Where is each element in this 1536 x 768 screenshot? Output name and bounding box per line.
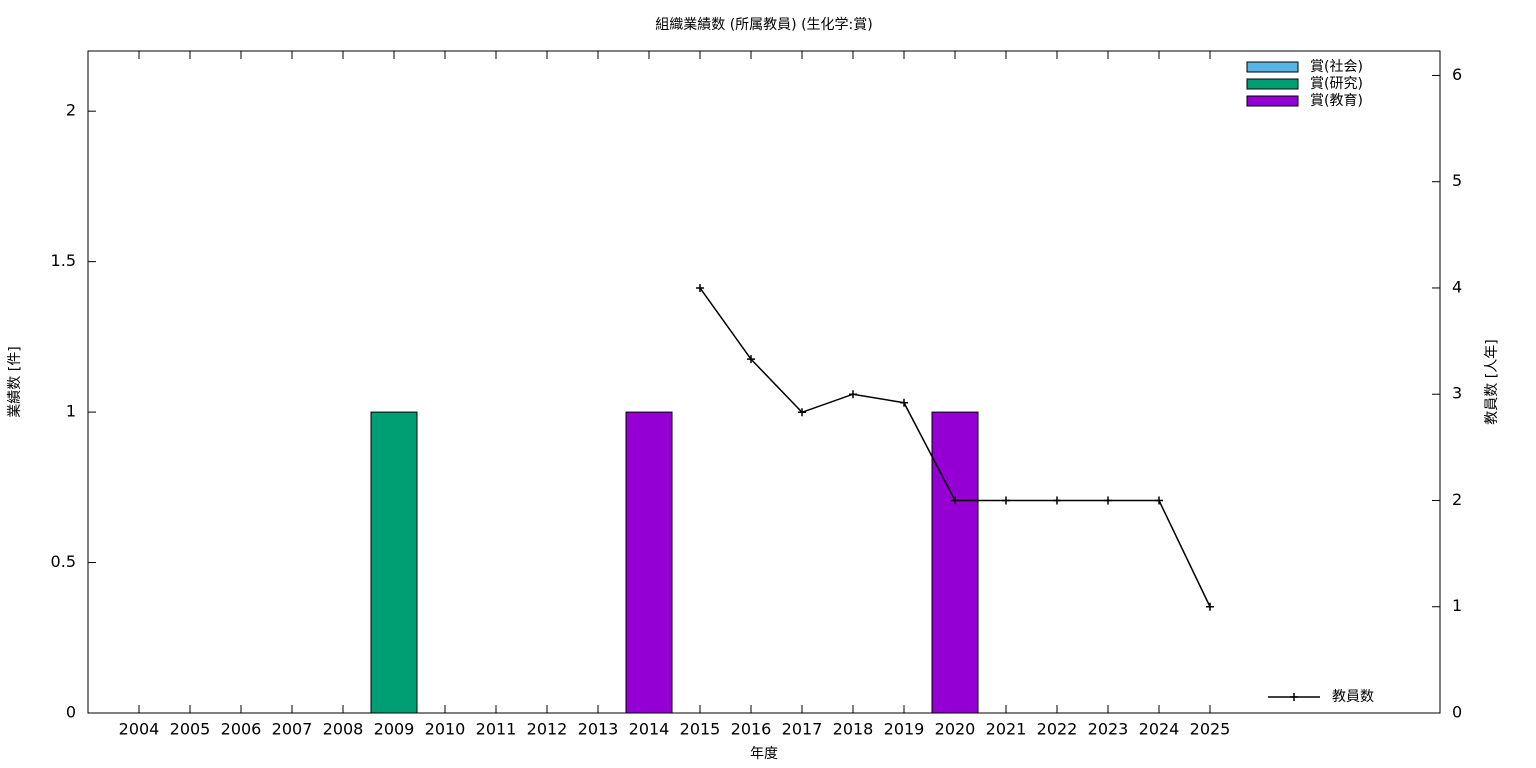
point [1155, 496, 1163, 505]
y2-tick-label: 1 [1452, 596, 1462, 615]
x-tick-label: 2024 [1139, 720, 1180, 739]
legend-label: 賞(研究) [1310, 76, 1363, 92]
point [1104, 496, 1112, 505]
x-tick-label: 2016 [731, 720, 772, 739]
x-tick-label: 2013 [578, 720, 619, 739]
x-tick-label: 2021 [986, 720, 1027, 739]
x-tick-label: 2007 [272, 720, 313, 739]
x-tick-label: 2018 [833, 720, 874, 739]
x-tick-label: 2019 [884, 720, 925, 739]
x-tick-label: 2012 [527, 720, 568, 739]
y-tick-label: 1 [66, 402, 76, 421]
x-tick-label: 2017 [782, 720, 823, 739]
point [798, 408, 806, 417]
legend-label: 賞(教育) [1310, 93, 1363, 109]
point [747, 355, 755, 364]
x-tick-label: 2023 [1088, 720, 1129, 739]
x-tick-label: 2010 [425, 720, 466, 739]
point [1002, 496, 1010, 505]
bar [625, 411, 673, 714]
y2-tick-label: 3 [1452, 384, 1462, 403]
x-tick-label: 2022 [1037, 720, 1078, 739]
point [849, 390, 857, 399]
y2-tick-label: 2 [1452, 490, 1462, 509]
legend-swatch [1290, 693, 1298, 701]
x-tick-label: 2025 [1190, 720, 1231, 739]
bar [370, 411, 418, 714]
x-tick-label: 2011 [476, 720, 517, 739]
plot-frame [87, 50, 1441, 714]
chart-title: 組織業績数 (所属教員) (生化学:賞) [655, 17, 872, 33]
legend-label: 教員数 [1332, 689, 1374, 705]
x-tick-label: 2020 [935, 720, 976, 739]
legend-label: 賞(社会) [1310, 59, 1363, 75]
bar [931, 411, 979, 714]
y2-tick-label: 5 [1452, 171, 1462, 190]
point [951, 496, 959, 505]
y-tick-label: 2 [66, 101, 76, 120]
y2-tick-label: 6 [1452, 65, 1462, 84]
y2-axis-label: 教員数 [人年] [1484, 339, 1500, 424]
point [900, 398, 908, 407]
y-tick-label: 0 [66, 703, 76, 722]
y2-tick-label: 0 [1452, 703, 1462, 722]
point [696, 283, 704, 292]
point [1206, 602, 1214, 611]
x-tick-label: 2008 [323, 720, 364, 739]
x-tick-label: 2009 [374, 720, 415, 739]
legend-swatch [1246, 78, 1299, 90]
point [1053, 496, 1061, 505]
y-tick-label: 1.5 [51, 251, 76, 270]
x-tick-label: 2006 [221, 720, 262, 739]
x-tick-label: 2005 [170, 720, 211, 739]
x-tick-label: 2004 [119, 720, 160, 739]
legend-swatch [1246, 95, 1299, 107]
x-tick-label: 2014 [629, 720, 670, 739]
x-axis-label: 年度 [750, 746, 778, 762]
legend-swatch [1246, 61, 1299, 73]
y-tick-label: 0.5 [51, 552, 76, 571]
x-tick-label: 2015 [680, 720, 721, 739]
y-axis-label: 業績数 [件] [7, 346, 23, 417]
y2-tick-label: 4 [1452, 277, 1462, 296]
